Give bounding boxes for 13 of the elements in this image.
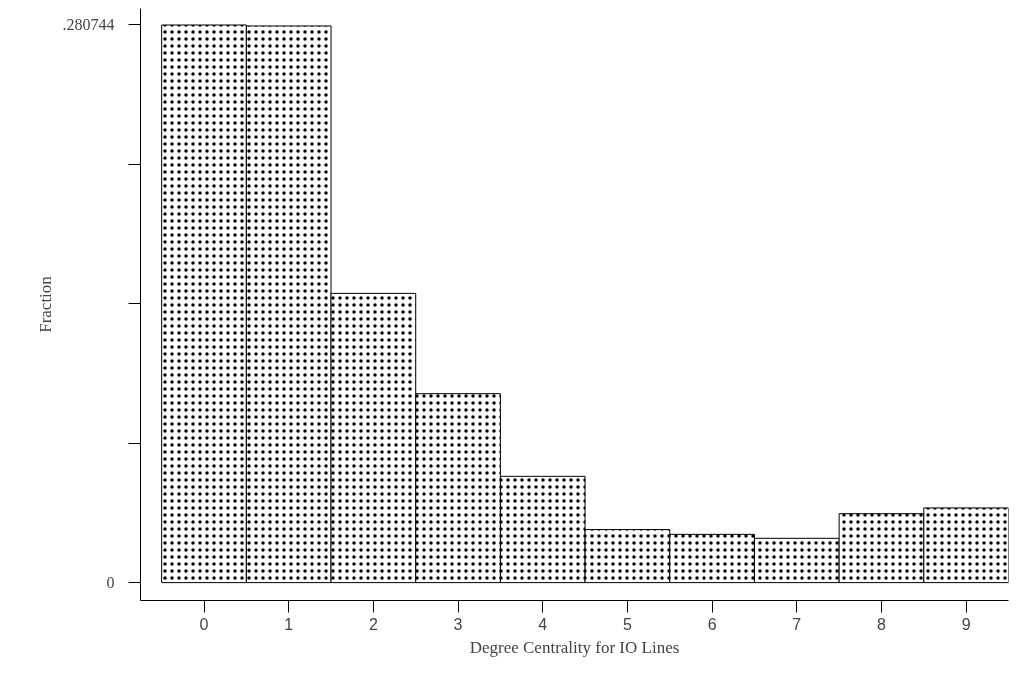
x-tick-label: 6 [707, 615, 717, 633]
y-tick-label: .280744 [62, 16, 115, 34]
x-tick-label: 8 [877, 615, 887, 633]
x-tick-label: 2 [368, 615, 378, 633]
x-tick-label: 3 [453, 615, 463, 633]
x-tick-label: 9 [961, 615, 971, 633]
x-tick-label: 5 [622, 615, 632, 633]
x-tick-label: 1 [284, 615, 294, 633]
y-axis-title: Fraction [35, 275, 55, 333]
x-tick-label: 7 [792, 615, 802, 633]
x-axis-title: Degree Centrality for IO Lines [469, 637, 680, 657]
x-tick-label: 0 [199, 615, 209, 633]
x-tick-label: 4 [538, 615, 548, 633]
